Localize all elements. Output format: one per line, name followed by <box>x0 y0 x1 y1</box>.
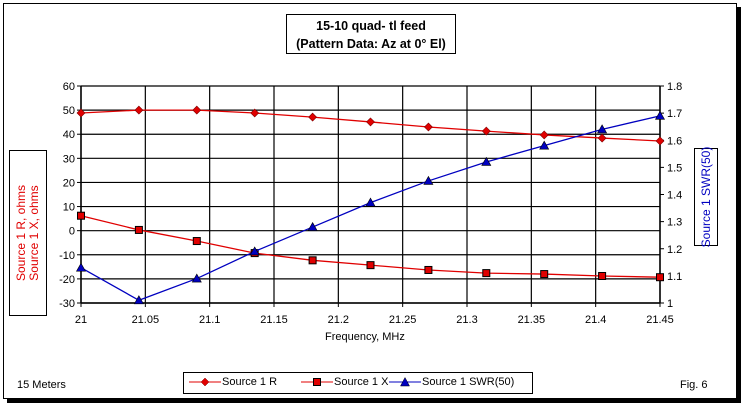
right-axis-label-box: Source 1 SWR(50) <box>694 147 718 247</box>
data-point-diamond <box>597 133 607 143</box>
legend-marker-diamond-icon <box>189 377 221 387</box>
data-point-diamond <box>250 108 260 118</box>
band-note: 15 Meters <box>17 379 66 391</box>
left-tick-label: 30 <box>63 153 75 165</box>
legend-item-swr: Source 1 SWR(50) <box>388 376 514 388</box>
legend-marker-triangle-icon <box>389 377 421 387</box>
left-tick-label: -10 <box>59 250 75 262</box>
data-point-diamond <box>134 105 144 115</box>
data-point-square <box>308 256 317 265</box>
left-tick-label: 10 <box>63 202 75 214</box>
data-point-square <box>656 273 664 282</box>
x-tick-label: 21 <box>75 314 87 326</box>
left-tick-label: 40 <box>63 129 75 141</box>
data-point-triangle <box>365 197 376 207</box>
legend-marker-square-icon <box>301 378 333 387</box>
right-tick-label: 1.1 <box>667 271 682 283</box>
legend-item-r: Source 1 R <box>188 376 277 388</box>
left-axis-label-box: Source 1 R, ohms Source 1 X, ohms <box>9 150 47 316</box>
data-point-diamond <box>192 105 202 115</box>
right-tick-label: 1.2 <box>667 244 682 256</box>
data-point-triangle <box>654 110 666 120</box>
data-point-square <box>366 261 375 270</box>
series-line-2 <box>80 115 661 302</box>
right-tick-label: 1.6 <box>667 135 682 147</box>
data-point-square <box>540 270 549 279</box>
x-axis-label: Frequency, MHz <box>325 331 405 343</box>
data-point-square <box>192 237 201 246</box>
x-tick-label: 21.15 <box>260 314 288 326</box>
data-point-square <box>482 269 491 278</box>
x-tick-label: 21.4 <box>585 314 606 326</box>
x-tick-label: 21.1 <box>199 314 220 326</box>
legend-label-x: Source 1 X <box>334 376 389 388</box>
data-point-diamond <box>423 122 433 132</box>
x-tick-label: 21.35 <box>518 314 546 326</box>
x-tick-label: 21.3 <box>456 314 477 326</box>
data-point-triangle <box>539 140 550 150</box>
data-point-diamond <box>366 117 375 127</box>
left-tick-label: 50 <box>63 105 75 117</box>
data-point-square <box>77 211 85 220</box>
left-tick-label: -30 <box>59 298 75 310</box>
data-point-square <box>134 225 143 234</box>
right-tick-label: 1.8 <box>667 81 682 93</box>
right-tick-label: 1.5 <box>667 162 682 174</box>
right-tick-label: 1 <box>667 298 673 310</box>
legend-item-x: Source 1 X <box>300 376 388 388</box>
data-point-diamond <box>655 136 665 146</box>
figure-number: Fig. 6 <box>680 379 708 391</box>
data-point-triangle <box>307 221 318 231</box>
data-point-triangle <box>423 175 434 185</box>
data-point-diamond <box>539 130 549 140</box>
x-tick-label: 21.45 <box>646 314 674 326</box>
data-point-square <box>424 265 433 274</box>
legend: Source 1 R Source 1 X Source 1 SWR(50) <box>183 372 533 394</box>
data-point-diamond <box>481 126 491 136</box>
legend-label-r: Source 1 R <box>222 376 278 388</box>
chart-subtitle: (Pattern Data: Az at 0° El) <box>296 37 446 51</box>
left-tick-label: 60 <box>63 81 75 93</box>
data-point-triangle <box>481 156 492 166</box>
data-point-diamond <box>308 112 318 122</box>
data-point-triangle <box>133 295 144 305</box>
chart-title: 15-10 quad- tl feed <box>316 19 426 33</box>
right-tick-label: 1.3 <box>667 217 682 229</box>
data-point-triangle <box>597 124 608 134</box>
chart-title-box: 15-10 quad- tl feed (Pattern Data: Az at… <box>286 14 456 54</box>
data-point-square <box>598 271 607 280</box>
right-tick-label: 1.4 <box>667 190 682 202</box>
left-tick-label: 20 <box>63 177 75 189</box>
left-tick-label: -20 <box>59 274 75 286</box>
x-tick-label: 21.2 <box>328 314 349 326</box>
right-tick-label: 1.7 <box>667 108 682 120</box>
left-tick-label: 0 <box>69 226 75 238</box>
data-point-diamond <box>76 108 86 118</box>
data-point-triangle <box>75 262 87 272</box>
x-tick-label: 21.25 <box>389 314 417 326</box>
data-point-triangle <box>191 273 202 283</box>
x-tick-label: 21.05 <box>132 314 160 326</box>
data-point-triangle <box>249 246 260 256</box>
legend-label-swr: Source 1 SWR(50) <box>422 376 515 388</box>
